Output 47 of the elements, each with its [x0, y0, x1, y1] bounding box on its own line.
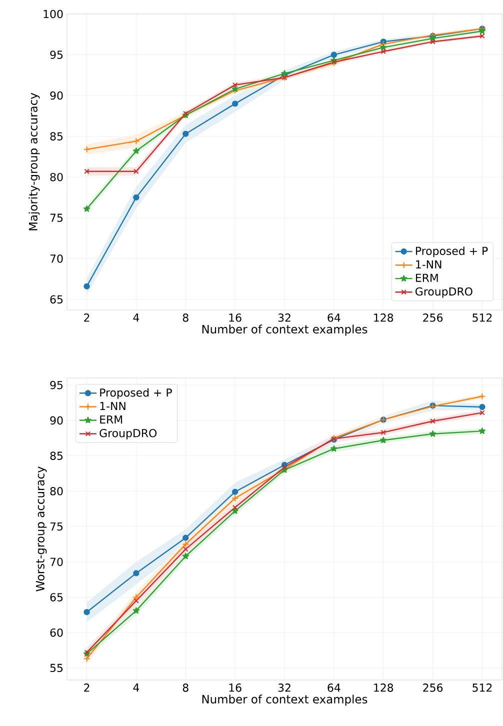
x-tick-label: 8 [182, 314, 188, 322]
y-tick-label: 70 [50, 558, 63, 566]
y-tick-label: 85 [50, 452, 63, 460]
y-tick-label: 85 [50, 132, 63, 140]
x-tick-label: 2 [84, 684, 90, 692]
y-tick-label: 80 [50, 487, 63, 496]
y-tick-label: 75 [50, 214, 63, 222]
x-tick-label: 128 [374, 684, 394, 692]
y-tick-label: 80 [50, 172, 63, 182]
x-tick-label: 4 [133, 684, 140, 692]
y-tick-label: 95 [50, 50, 63, 59]
x-tick-label: 8 [182, 684, 188, 692]
y-tick-label: 90 [50, 91, 63, 100]
y-tick-label: 75 [50, 522, 63, 531]
x-tick-label: 64 [328, 314, 340, 322]
y-tick-label: 60 [50, 628, 63, 637]
x-tick-label: 128 [374, 314, 394, 322]
x-tick-label: 32 [278, 314, 290, 322]
legend-label: Proposed + P [416, 246, 488, 258]
y-tick-label: 70 [50, 254, 63, 263]
y-tick-label: 90 [50, 416, 63, 425]
x-tick-label: 2 [84, 314, 90, 322]
x-tick-label: 32 [278, 684, 290, 692]
x-tick-label: 4 [133, 314, 140, 322]
legend-label: 1-NN [416, 260, 442, 268]
y-tick-label: 65 [50, 593, 63, 602]
x-tick-label: 512 [472, 684, 492, 692]
y-axis-title: Worst-group accuracy [36, 466, 47, 592]
y-tick-label: 55 [50, 664, 63, 672]
y-axis-title: Majority-group accuracy [28, 92, 40, 230]
legend-label: ERM [416, 274, 438, 282]
y-tick-label: 65 [50, 295, 63, 304]
legend-label: Proposed + P [100, 388, 172, 399]
x-tick-label: 16 [229, 314, 242, 322]
x-tick-label: 64 [328, 684, 340, 692]
legend-label: ERM [100, 416, 122, 424]
y-tick-label: 100 [44, 10, 63, 18]
x-tick-label: 256 [423, 684, 443, 692]
x-axis-title: Number of context examples [202, 694, 368, 706]
legend-label: GroupDRO [416, 287, 472, 298]
x-axis-title: Number of context examples [202, 324, 368, 336]
y-tick-label: 95 [50, 380, 63, 390]
x-tick-label: 256 [423, 314, 443, 322]
legend-label: GroupDRO [100, 428, 157, 440]
legend-label: 1-NN [100, 402, 126, 410]
x-tick-label: 512 [472, 314, 492, 322]
x-tick-label: 16 [229, 684, 242, 692]
